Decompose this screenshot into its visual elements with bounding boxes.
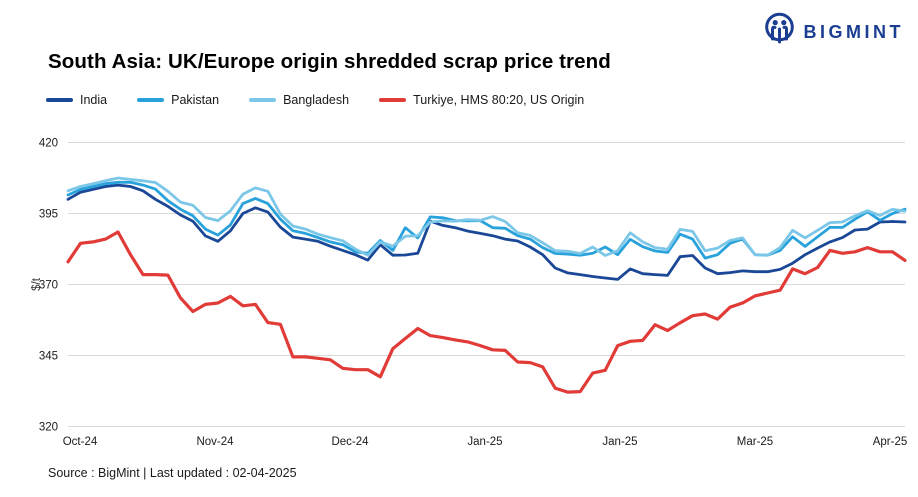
legend: India Pakistan Bangladesh Turkiye, HMS 8… xyxy=(46,93,584,107)
source-note: Source : BigMint | Last updated : 02-04-… xyxy=(48,466,297,480)
brand-name: BIGMINT xyxy=(803,22,904,42)
x-tick-label: Jan-25 xyxy=(602,436,637,448)
legend-item-pakistan[interactable]: Pakistan xyxy=(137,93,219,107)
series-line-turkiye xyxy=(66,230,907,394)
y-axis-title: $/t xyxy=(31,277,43,291)
y-tick-label: 320 xyxy=(39,422,58,434)
x-tick-label: Mar-25 xyxy=(737,436,773,448)
page-title: South Asia: UK/Europe origin shredded sc… xyxy=(48,50,611,73)
y-tick-label: 395 xyxy=(39,209,58,221)
x-tick-label: Oct-24 xyxy=(63,436,98,448)
x-tick-label: Nov-24 xyxy=(196,436,234,448)
y-tick-label: 345 xyxy=(39,351,58,363)
legend-swatch-bangladesh xyxy=(249,98,277,102)
y-tick-label: 420 xyxy=(39,138,58,150)
series-line-india xyxy=(66,183,907,281)
legend-swatch-pakistan xyxy=(137,98,165,102)
legend-item-turkiye[interactable]: Turkiye, HMS 80:20, US Origin xyxy=(379,93,584,107)
legend-label-turkiye: Turkiye, HMS 80:20, US Origin xyxy=(413,93,585,107)
x-tick-label: Dec-24 xyxy=(331,436,369,448)
series-line-bangladesh xyxy=(66,176,907,257)
legend-swatch-turkiye xyxy=(379,98,407,102)
x-tick-label: Apr-25 xyxy=(873,436,908,448)
legend-label-pakistan: Pakistan xyxy=(171,93,220,107)
legend-item-bangladesh[interactable]: Bangladesh xyxy=(249,93,349,107)
x-tick-label: Jan-25 xyxy=(467,436,502,448)
legend-item-india[interactable]: India xyxy=(46,93,107,107)
legend-label-india: India xyxy=(80,93,108,107)
legend-swatch-india xyxy=(46,98,73,102)
legend-label-bangladesh: Bangladesh xyxy=(283,93,350,107)
brand-logo: BIGMINT xyxy=(763,12,905,53)
y-tick-label: 370 xyxy=(39,280,58,292)
bigmint-logo-icon xyxy=(763,12,796,53)
